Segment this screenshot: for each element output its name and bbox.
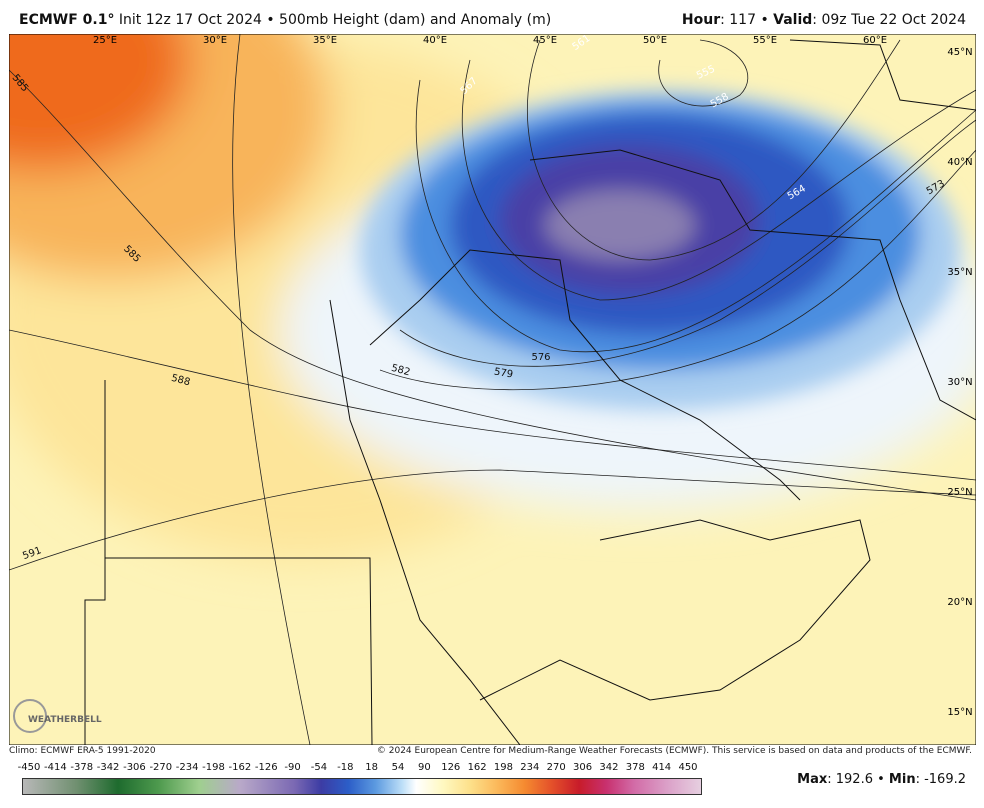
lat-label: 45°N [947, 47, 972, 58]
min-value: : -169.2 [915, 772, 966, 787]
valid-label: Valid [773, 12, 813, 28]
lat-label: 35°N [947, 267, 972, 278]
description: Init 12z 17 Oct 2024 • 500mb Height (dam… [114, 12, 552, 28]
max-value: : 192.6 • [827, 772, 889, 787]
header-left: ECMWF 0.1° Init 12z 17 Oct 2024 • 500mb … [19, 12, 551, 28]
colorbar-tick: 270 [546, 762, 566, 773]
contour-label: 576 [531, 352, 550, 363]
lat-label: 30°N [947, 377, 972, 388]
colorbar-tick: -378 [70, 762, 94, 773]
colorbar-tick: -306 [123, 762, 146, 773]
borders [84, 39, 976, 745]
lon-label: 35°E [313, 35, 337, 46]
lat-label: 15°N [947, 707, 972, 718]
colorbar-tick: 18 [365, 762, 379, 773]
logo-text: WEATHERBELL [28, 715, 102, 725]
colorbar-tick: -414 [44, 762, 67, 773]
colorbar-tick: 198 [493, 762, 514, 773]
max-label: Max [797, 772, 828, 787]
colorbar-tick: 234 [520, 762, 540, 773]
lon-label: 60°E [863, 35, 887, 46]
logo: WEATHERBELL [13, 699, 102, 733]
valid-value: : 09z Tue 22 Oct 2024 [812, 12, 966, 28]
colorbar-tick: 90 [418, 762, 431, 773]
lat-label: 40°N [947, 157, 972, 168]
colorbar-tick: 414 [652, 762, 672, 773]
colorbar-tick: -270 [149, 762, 173, 773]
colorbar-tick: 450 [678, 762, 698, 773]
hour-value: : 117 • [720, 12, 774, 28]
lon-label: 30°E [203, 35, 227, 46]
model: ECMWF 0.1° [19, 12, 115, 28]
hour-label: Hour [681, 12, 721, 28]
contour-label: 588 [170, 373, 191, 389]
contour-label: 579 [493, 366, 514, 380]
climo: Climo: ECMWF ERA-5 1991-2020 [9, 746, 156, 756]
colorbar-tick: 342 [599, 762, 619, 773]
colorbar-ticks: -450 -414 -378 -342 -306 -270 -234 -198 -162 -126… [0, 762, 984, 776]
lon-label: 40°E [423, 35, 447, 46]
map: 25°E 30°E 35°E 40°E 45°E 50°E 55°E 60°E … [9, 34, 976, 745]
colorbar-tick: -198 [202, 762, 225, 773]
colorbar-tick: 162 [467, 762, 487, 773]
colorbar-tick: -126 [254, 762, 278, 773]
lat-label: 25°N [947, 487, 972, 498]
contours [9, 34, 976, 745]
colorbar-tick: -54 [310, 762, 328, 773]
colorbar-tick: 126 [441, 762, 461, 773]
lon-label: 50°E [643, 35, 667, 46]
contour-label: 582 [390, 363, 411, 379]
colorbar-tick: 54 [391, 762, 405, 773]
colorbar-tick: -18 [337, 762, 354, 773]
colorbar-tick: -450 [17, 762, 41, 773]
lat-label: 20°N [947, 597, 972, 608]
colorbar-tick: 306 [573, 762, 593, 773]
lon-label: 45°E [533, 35, 557, 46]
copyright: © 2024 European Centre for Medium-Range … [376, 746, 972, 756]
stats: Max: 192.6 • Min: -169.2 [797, 772, 966, 787]
colorbar [22, 778, 702, 795]
colorbar-tick: -342 [96, 762, 120, 773]
lon-label: 55°E [753, 35, 777, 46]
colorbar-tick: -90 [284, 762, 301, 773]
header-right: Hour: 117 • Valid: 09z Tue 22 Oct 2024 [682, 12, 966, 28]
lon-label: 25°E [93, 35, 117, 46]
colorbar-tick: -234 [175, 762, 199, 773]
colorbar-tick: 378 [625, 762, 645, 773]
min-label: Min [888, 772, 916, 787]
colorbar-tick: -162 [228, 762, 252, 773]
